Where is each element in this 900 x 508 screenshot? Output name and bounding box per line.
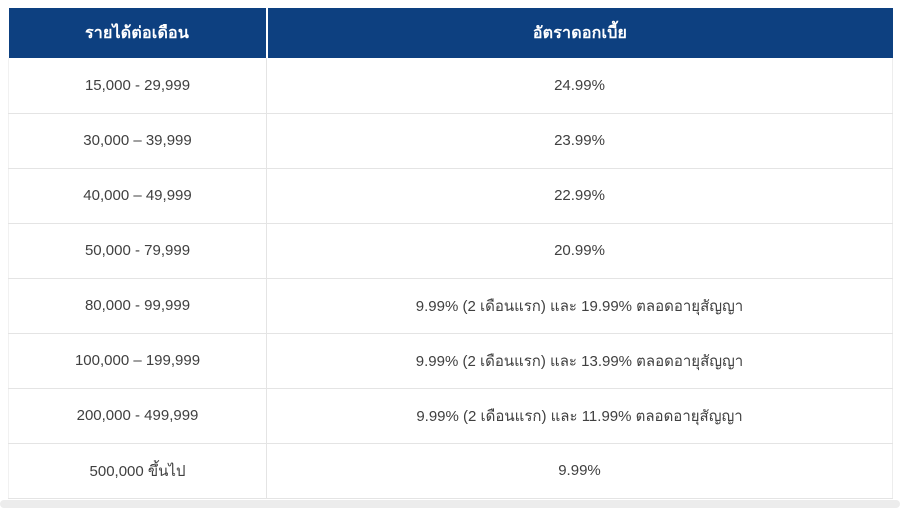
interest-rate-cell: 9.99% (2 เดือนแรก) และ 11.99% ตลอดอายุสั…: [266, 388, 893, 444]
table-row: 50,000 - 79,999 20.99%: [8, 223, 893, 279]
interest-rate-cell: 22.99%: [266, 168, 893, 224]
income-range-cell: 50,000 - 79,999: [8, 223, 267, 279]
interest-rate-cell: 9.99%: [266, 443, 893, 499]
income-range-cell: 80,000 - 99,999: [8, 278, 267, 334]
column-header-interest-rate: อัตราดอกเบี้ย: [266, 8, 893, 58]
interest-rate-table-card: รายได้ต่อเดือน อัตราดอกเบี้ย 15,000 - 29…: [8, 8, 893, 499]
table-row: 80,000 - 99,999 9.99% (2 เดือนแรก) และ 1…: [8, 278, 893, 334]
income-range-cell: 100,000 – 199,999: [8, 333, 267, 389]
table-row: 200,000 - 499,999 9.99% (2 เดือนแรก) และ…: [8, 388, 893, 444]
interest-rate-cell: 23.99%: [266, 113, 893, 169]
income-range-cell: 40,000 – 49,999: [8, 168, 267, 224]
interest-rate-cell: 24.99%: [266, 58, 893, 114]
income-range-cell: 30,000 – 39,999: [8, 113, 267, 169]
table-row: 100,000 – 199,999 9.99% (2 เดือนแรก) และ…: [8, 333, 893, 389]
column-header-monthly-income: รายได้ต่อเดือน: [8, 8, 268, 58]
table-header: รายได้ต่อเดือน อัตราดอกเบี้ย: [8, 8, 893, 58]
income-range-cell: 15,000 - 29,999: [8, 58, 267, 114]
table-row: 500,000 ขึ้นไป 9.99%: [8, 443, 893, 499]
table-row: 40,000 – 49,999 22.99%: [8, 168, 893, 224]
income-range-cell: 500,000 ขึ้นไป: [8, 443, 267, 499]
interest-rate-table: รายได้ต่อเดือน อัตราดอกเบี้ย 15,000 - 29…: [8, 8, 893, 499]
interest-rate-cell: 9.99% (2 เดือนแรก) และ 13.99% ตลอดอายุสั…: [266, 333, 893, 389]
table-row: 15,000 - 29,999 24.99%: [8, 58, 893, 114]
interest-rate-cell: 9.99% (2 เดือนแรก) และ 19.99% ตลอดอายุสั…: [266, 278, 893, 334]
interest-rate-cell: 20.99%: [266, 223, 893, 279]
page-background-strip: [0, 500, 900, 508]
table-row: 30,000 – 39,999 23.99%: [8, 113, 893, 169]
header-row: รายได้ต่อเดือน อัตราดอกเบี้ย: [8, 8, 893, 58]
income-range-cell: 200,000 - 499,999: [8, 388, 267, 444]
table-body: 15,000 - 29,999 24.99% 30,000 – 39,999 2…: [8, 58, 893, 499]
